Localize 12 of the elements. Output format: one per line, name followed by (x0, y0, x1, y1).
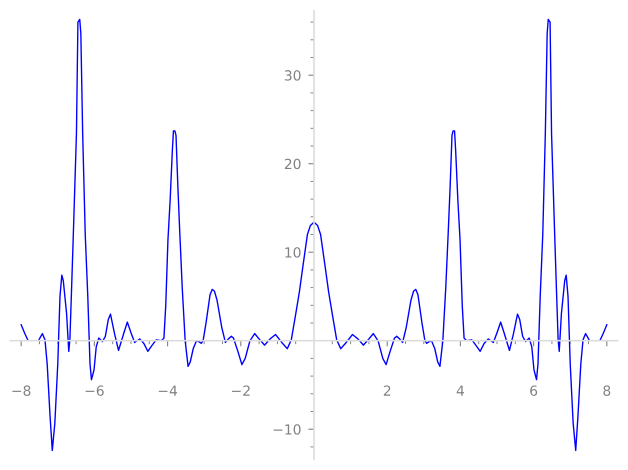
y-tick-label: −10 (274, 424, 301, 435)
x-tick-label: −8 (12, 385, 30, 396)
x-tick-label: 2 (384, 385, 390, 396)
y-tick-label: 20 (284, 158, 301, 170)
y-tick-label: 30 (284, 70, 301, 81)
x-tick-label: 4 (456, 386, 464, 396)
x-tick-label: 6 (530, 385, 538, 396)
x-tick-label: 8 (603, 385, 610, 396)
x-tick-label: −4 (158, 386, 178, 396)
y-tick-label: 10 (285, 247, 301, 258)
x-tick-label: −2 (232, 385, 250, 396)
x-tick-label: −6 (86, 385, 104, 396)
